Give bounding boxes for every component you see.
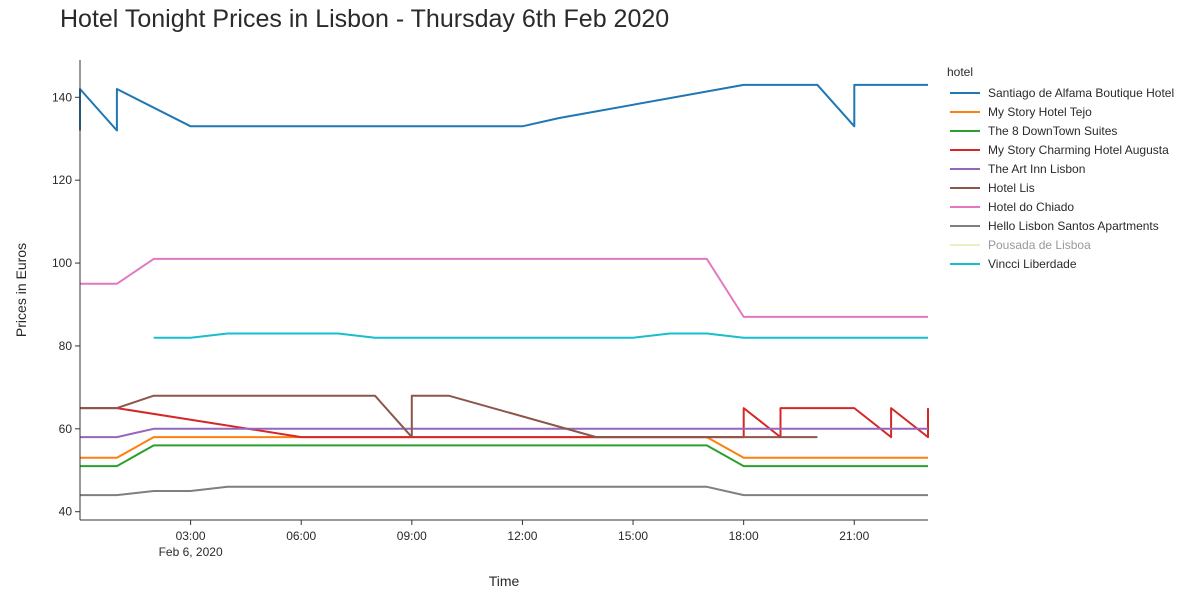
- legend-item-1[interactable]: Santiago de Alfama Boutique Hotel: [947, 83, 1174, 102]
- plot-lines: [79, 83, 929, 497]
- x-tick-label: 09:00: [397, 529, 427, 543]
- y-tick-label: 140: [52, 90, 72, 104]
- y-tick-label: 120: [52, 173, 72, 187]
- x-axis-title: Time: [488, 573, 520, 589]
- x-tick-label: 21:00: [839, 529, 869, 543]
- y-tick-label: 40: [59, 505, 73, 519]
- legend-label: Hotel Lis: [988, 180, 1035, 195]
- legend-label: Pousada de Lisboa: [988, 237, 1091, 252]
- legend-swatch: [950, 262, 980, 265]
- legend-label: Santiago de Alfama Boutique Hotel: [988, 85, 1175, 100]
- legend-item-3[interactable]: The 8 DownTown Suites: [947, 121, 1174, 140]
- legend-swatch: [950, 167, 980, 170]
- y-axis-title: Prices in Euros: [13, 242, 29, 338]
- x-date-label: Feb 6, 2020: [159, 545, 223, 559]
- legend-items: Santiago de Alfama Boutique Hotel My Stor…: [947, 83, 1174, 273]
- series-line-1[interactable]: [79, 83, 928, 132]
- x-tick-label: 06:00: [286, 529, 316, 543]
- legend-swatch: [950, 224, 980, 227]
- legend-swatch: [950, 205, 980, 208]
- legend-item-8[interactable]: Hello Lisbon Santos Apartments: [947, 216, 1174, 235]
- x-tick-label: 03:00: [176, 529, 206, 543]
- legend-label: The 8 DownTown Suites: [988, 123, 1118, 138]
- legend-item-6[interactable]: Hotel Lis: [947, 178, 1174, 197]
- y-tick-label: 60: [59, 422, 73, 436]
- y-tick-label: 100: [52, 256, 72, 270]
- chart-title: Hotel Tonight Prices in Lisbon - Thursda…: [60, 5, 670, 33]
- legend-item-4[interactable]: My Story Charming Hotel Augusta: [947, 140, 1174, 159]
- legend-label: My Story Charming Hotel Augusta: [988, 142, 1169, 157]
- legend-label: Vincci Liberdade: [988, 256, 1077, 271]
- legend-item-7[interactable]: Hotel do Chiado: [947, 197, 1174, 216]
- series-line-3[interactable]: [80, 444, 928, 468]
- legend-item-10[interactable]: Vincci Liberdade: [947, 254, 1174, 273]
- series-line-10[interactable]: [153, 332, 928, 339]
- x-tick-label: 12:00: [507, 529, 537, 543]
- x-tick-label: 18:00: [729, 529, 759, 543]
- legend-label: Hotel do Chiado: [988, 199, 1075, 214]
- legend: hotel Santiago de Alfama Boutique Hotel M…: [947, 65, 1174, 273]
- legend-swatch: [950, 148, 980, 151]
- legend-label: My Story Hotel Tejo: [988, 104, 1092, 119]
- legend-swatch: [950, 243, 980, 246]
- legend-label: The Art Inn Lisbon: [988, 161, 1086, 176]
- series-line-7[interactable]: [80, 257, 928, 318]
- series-line-4[interactable]: [80, 407, 929, 439]
- series-line-6[interactable]: [80, 394, 818, 439]
- legend-title: hotel: [947, 65, 974, 79]
- y-tick-label: 80: [59, 339, 73, 353]
- axes: 40 60 80 100 120 140 03:00 Feb 6, 2020 06:00 09:0…: [52, 60, 928, 559]
- legend-item-9[interactable]: Pousada de Lisboa: [947, 235, 1174, 254]
- legend-label: Hello Lisbon Santos Apartments: [988, 218, 1159, 233]
- series-line-5[interactable]: [80, 427, 928, 439]
- series-line-8[interactable]: [80, 485, 928, 497]
- legend-item-2[interactable]: My Story Hotel Tejo: [947, 102, 1174, 121]
- legend-swatch: [950, 129, 980, 132]
- x-tick-label: 15:00: [618, 529, 648, 543]
- legend-swatch: [950, 110, 980, 113]
- legend-item-5[interactable]: The Art Inn Lisbon: [947, 159, 1174, 178]
- legend-swatch: [950, 186, 980, 189]
- series-line-2[interactable]: [80, 436, 928, 459]
- legend-swatch: [950, 91, 980, 94]
